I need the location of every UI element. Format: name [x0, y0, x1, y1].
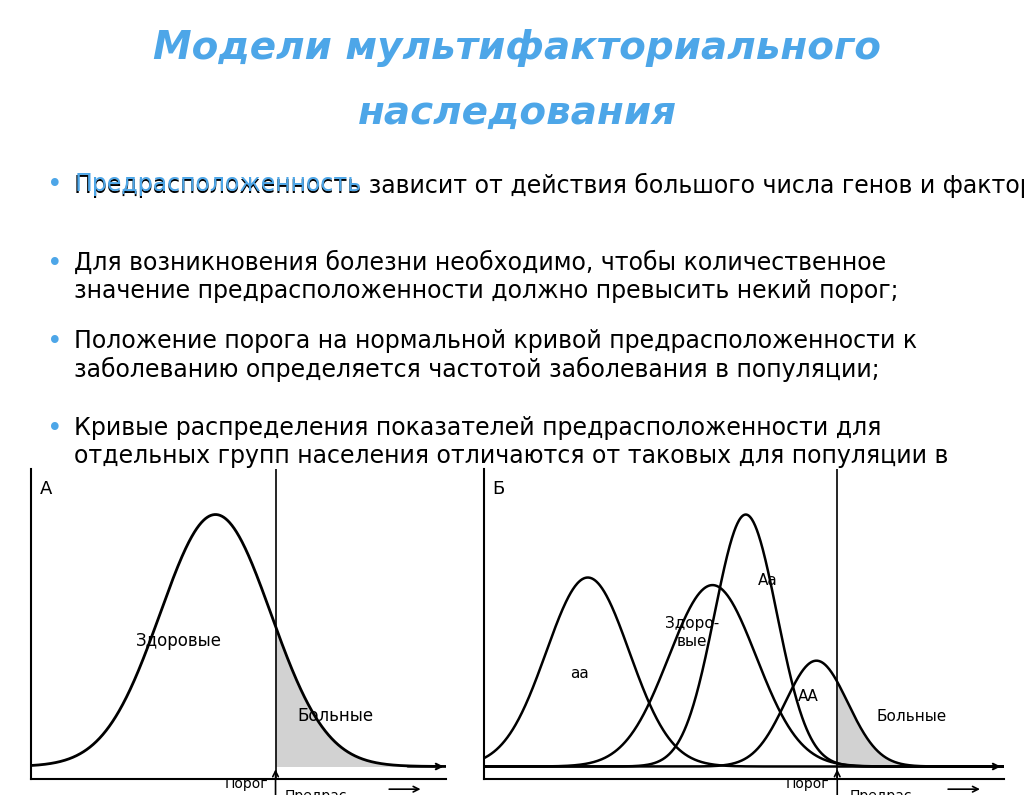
Text: Предрасположенность зависит от действия большого числа генов и факторов внешней : Предрасположенность зависит от действия …: [75, 173, 1024, 197]
Text: •: •: [47, 173, 62, 199]
Text: Предрасположенность: Предрасположенность: [75, 173, 361, 196]
Text: •: •: [47, 329, 62, 355]
Text: Больные: Больные: [298, 707, 374, 725]
Text: Аа: Аа: [758, 573, 778, 588]
Text: Порог: Порог: [225, 778, 268, 791]
Text: Здоро-
вые: Здоро- вые: [665, 616, 719, 649]
Text: АА: АА: [798, 689, 818, 704]
Text: Б: Б: [493, 480, 505, 498]
Text: Для возникновения болезни необходимо, чтобы количественное
значение предрасполож: Для возникновения болезни необходимо, чт…: [75, 250, 899, 303]
Text: Предрас-
положение: Предрас- положение: [285, 789, 368, 795]
Text: •: •: [47, 416, 62, 442]
Text: •: •: [47, 250, 62, 277]
Text: Предрас-
положение: Предрас- положение: [850, 789, 933, 795]
Text: Модели мультифакториального: Модели мультифакториального: [154, 29, 881, 67]
Text: наследования: наследования: [357, 94, 677, 132]
Text: аа: аа: [570, 666, 589, 681]
Text: Положение порога на нормальной кривой предрасположенности к
заболеванию определя: Положение порога на нормальной кривой пр…: [75, 329, 918, 382]
Text: Больные: Больные: [877, 709, 947, 724]
Text: Кривые распределения показателей предрасположенности для
отдельных групп населен: Кривые распределения показателей предрас…: [75, 416, 949, 495]
Text: Здоровые: Здоровые: [135, 631, 221, 650]
Text: Порог: Порог: [785, 778, 828, 791]
Text: А: А: [40, 480, 52, 498]
